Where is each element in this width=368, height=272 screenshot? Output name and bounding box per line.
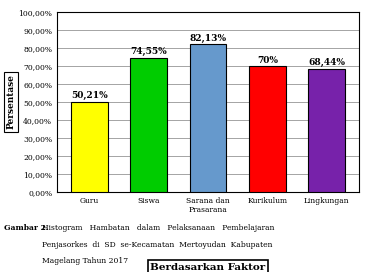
Text: 68,44%: 68,44% [308, 58, 345, 67]
Text: Penjasorkes  di  SD  se-Kecamatan  Mertoyudan  Kabupaten: Penjasorkes di SD se-Kecamatan Mertoyuda… [42, 241, 273, 249]
Y-axis label: Persentase: Persentase [7, 75, 15, 129]
Bar [249, 66, 286, 192]
Bar [130, 58, 167, 192]
Bar [190, 44, 226, 192]
Text: 74,55%: 74,55% [130, 48, 167, 57]
Bar [308, 69, 345, 192]
Text: Histogram   Hambatan   dalam   Pelaksanaan   Pembelajaran: Histogram Hambatan dalam Pelaksanaan Pem… [42, 224, 275, 232]
Text: Gambar 2.: Gambar 2. [4, 224, 48, 232]
Text: 70%: 70% [257, 56, 278, 65]
Text: 82,13%: 82,13% [190, 34, 226, 43]
Text: 50,21%: 50,21% [71, 91, 107, 100]
Text: Berdasarkan Faktor: Berdasarkan Faktor [150, 263, 266, 272]
Bar [71, 102, 107, 192]
Text: Magelang Tahun 2017: Magelang Tahun 2017 [42, 257, 128, 265]
